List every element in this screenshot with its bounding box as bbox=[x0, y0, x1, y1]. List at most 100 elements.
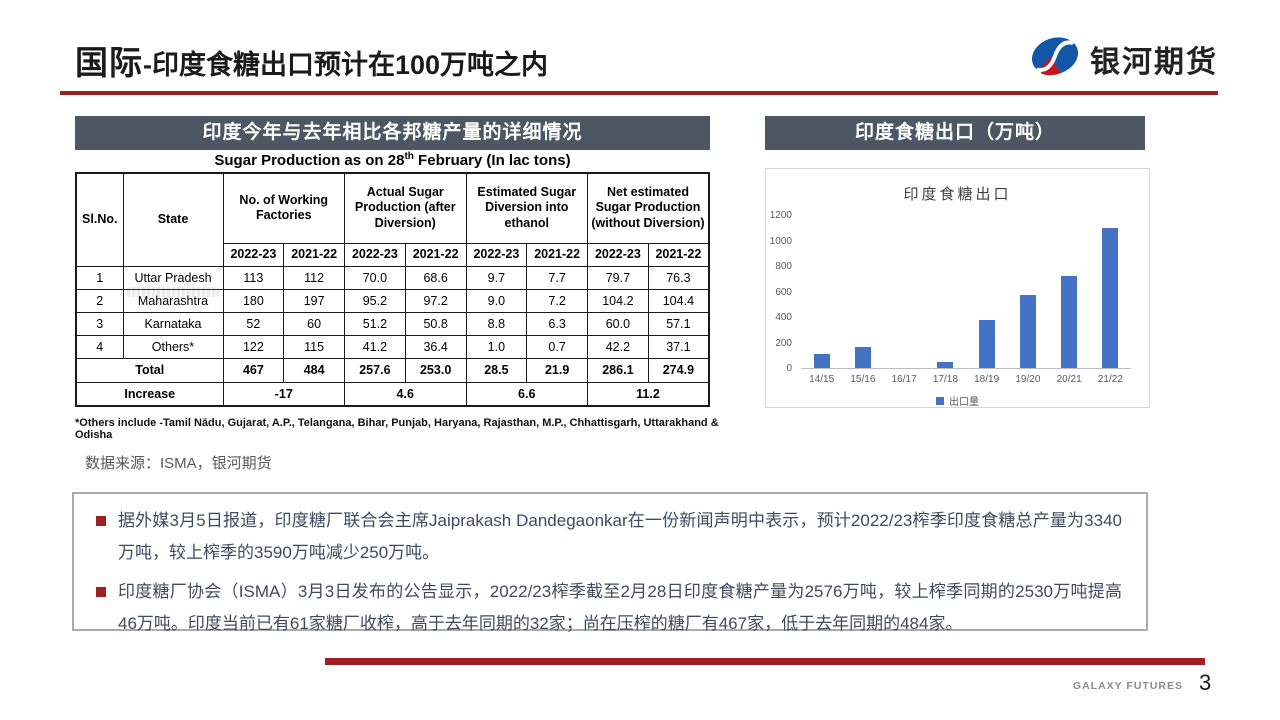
col-header-group: Net estimated Sugar Production (without … bbox=[587, 172, 710, 244]
table-total-row: Total 467 484 257.6 253.0 28.5 21.9 286.1 274.9 bbox=[75, 357, 710, 383]
table-cell: 197 bbox=[283, 288, 345, 313]
col-header-year: 2021-22 bbox=[283, 242, 345, 267]
table-cell: 21.9 bbox=[526, 357, 588, 383]
table-cell: 68.6 bbox=[404, 265, 467, 290]
bar bbox=[978, 320, 995, 368]
table-cell: Total bbox=[75, 357, 224, 383]
table-row: 3 Karnataka 52 60 51.2 50.8 8.8 6.3 60.0 57.1 bbox=[75, 311, 710, 336]
table-cell: 253.0 bbox=[404, 357, 467, 383]
table-cell: 9.0 bbox=[465, 288, 528, 313]
y-tick-label: 800 bbox=[775, 261, 792, 272]
table-cell: Uttar Pradesh bbox=[122, 265, 224, 290]
table-cell: 467 bbox=[222, 357, 285, 383]
table-cell: 257.6 bbox=[344, 357, 406, 383]
production-table-wrapper: Sl.No. State No. of Working Factories Ac… bbox=[75, 172, 710, 407]
table-cell: 9.7 bbox=[465, 265, 528, 290]
table-cell: 4 bbox=[75, 334, 124, 359]
footer-divider bbox=[325, 658, 1205, 665]
table-cell: 7.7 bbox=[526, 265, 588, 290]
table-cell: 60 bbox=[283, 311, 345, 336]
table-cell: 51.2 bbox=[344, 311, 406, 336]
export-bar-chart: 印度食糖出口 0 200 400 600 800 1000 1200 14/15 15/16 1… bbox=[765, 168, 1150, 408]
table-cell: 8.8 bbox=[465, 311, 528, 336]
table-header-row: Sl.No. State No. of Working Factories Ac… bbox=[75, 172, 710, 267]
col-header-year: 2022-23 bbox=[344, 242, 406, 267]
chart-y-axis: 0 200 400 600 800 1000 1200 bbox=[766, 211, 796, 374]
table-cell: 7.2 bbox=[526, 288, 588, 313]
chart-legend: 出口量 bbox=[766, 393, 1149, 408]
col-header-year: 2021-22 bbox=[404, 242, 467, 267]
chart-title: 印度食糖出口 bbox=[903, 186, 1012, 203]
table-cell: 484 bbox=[283, 357, 345, 383]
table-cell: 36.4 bbox=[404, 334, 467, 359]
table-cell: 76.3 bbox=[647, 265, 710, 290]
page-title-rest: -印度食糖出口预计在100万吨之内 bbox=[143, 50, 549, 80]
table-cell: 6.6 bbox=[465, 381, 588, 407]
left-section-header: 印度今年与去年相比各邦糖产量的详细情况 bbox=[75, 116, 710, 150]
production-table: Sl.No. State No. of Working Factories Ac… bbox=[75, 172, 710, 407]
table-cell: 112 bbox=[283, 265, 345, 290]
notes-box: 据外媒3月5日报道，印度糖厂联合会主席Jaiprakash Dandegaonk… bbox=[72, 492, 1148, 633]
company-logo: 银河期货 bbox=[1029, 33, 1218, 84]
x-tick-label: 16/17 bbox=[891, 374, 917, 385]
bar-slot bbox=[1090, 216, 1131, 368]
header-divider bbox=[60, 91, 1218, 95]
col-header-year: 2022-23 bbox=[465, 242, 528, 267]
table-cell: 113 bbox=[222, 265, 285, 290]
note-bullet: 据外媒3月5日报道，印度糖厂联合会主席Jaiprakash Dandegaonk… bbox=[94, 505, 1122, 569]
legend-label: 出口量 bbox=[949, 397, 979, 408]
table-cell: 3 bbox=[75, 311, 124, 336]
table-cell: 104.2 bbox=[587, 288, 649, 313]
col-header-group: Actual Sugar Production (after Diversion… bbox=[344, 172, 467, 244]
col-header-year: 2022-23 bbox=[222, 242, 285, 267]
table-cell: 50.8 bbox=[404, 311, 467, 336]
col-header-slno: Sl.No. bbox=[75, 172, 124, 267]
y-tick-label: 400 bbox=[775, 312, 792, 323]
table-cell: 28.5 bbox=[465, 357, 528, 383]
table-cell: Maharashtra bbox=[122, 288, 224, 313]
col-header-year: 2021-22 bbox=[526, 242, 588, 267]
table-cell: 1.0 bbox=[465, 334, 528, 359]
table-cell: 0.7 bbox=[526, 334, 588, 359]
bar bbox=[937, 362, 954, 368]
bar-slot bbox=[966, 216, 1007, 368]
table-cell: -17 bbox=[222, 381, 345, 407]
right-section-header: 印度食糖出口（万吨） bbox=[765, 116, 1145, 150]
table-cell: 1 bbox=[75, 265, 124, 290]
col-header-year: 2022-23 bbox=[587, 242, 649, 267]
table-footnote: *Others include -Tamil Nādu, Gujarat, A.… bbox=[75, 417, 719, 441]
table-body: 1 Uttar Pradesh 113 112 70.0 68.6 9.7 7.7 79.7 76… bbox=[75, 265, 710, 407]
x-tick-label: 18/19 bbox=[974, 374, 1000, 385]
y-tick-label: 600 bbox=[775, 286, 792, 298]
table-row: 1 Uttar Pradesh 113 112 70.0 68.6 9.7 7.7 79.7 76… bbox=[75, 265, 710, 290]
table-cell: 2 bbox=[75, 288, 124, 313]
table-cell: 97.2 bbox=[404, 288, 467, 313]
y-tick-label: 0 bbox=[786, 363, 792, 374]
x-tick-label: 21/22 bbox=[1097, 374, 1123, 385]
table-cell: 104.4 bbox=[647, 288, 710, 313]
galaxy-swirl-icon bbox=[1029, 33, 1081, 84]
table-caption: Sugar Production as on 28th February (In… bbox=[214, 151, 571, 169]
legend-swatch bbox=[936, 396, 944, 405]
bar bbox=[1102, 227, 1119, 368]
page-title-main: 国际 bbox=[75, 44, 143, 81]
data-source: 数据来源：ISMA，银河期货 bbox=[85, 455, 272, 472]
table-cell: 4.6 bbox=[344, 381, 467, 407]
bar-slot bbox=[884, 216, 925, 368]
table-cell: 60.0 bbox=[587, 311, 649, 336]
chart-plot-area bbox=[801, 216, 1131, 369]
company-name: 银河期货 bbox=[1090, 45, 1218, 79]
table-cell: Karnataka bbox=[122, 311, 224, 336]
bar-slot bbox=[842, 216, 883, 368]
table-cell: 95.2 bbox=[344, 288, 406, 313]
table-cell: 42.2 bbox=[587, 334, 649, 359]
table-row: 2 Maharashtra 180 197 95.2 97.2 9.0 7.2 104.2 104… bbox=[75, 288, 710, 313]
bar-slot bbox=[1007, 216, 1048, 368]
table-cell: 286.1 bbox=[587, 357, 649, 383]
col-header-group: No. of Working Factories bbox=[222, 172, 345, 244]
y-tick-label: 1200 bbox=[769, 210, 792, 221]
bar bbox=[854, 346, 871, 368]
table-year-row: 2022-23 2021-22 2022-23 2021-22 2022-23 … bbox=[76, 242, 710, 267]
note-bullet: 印度糖厂协会（ISMA）3月3日发布的公告显示，2022/23榨季截至2月28日… bbox=[94, 576, 1122, 640]
